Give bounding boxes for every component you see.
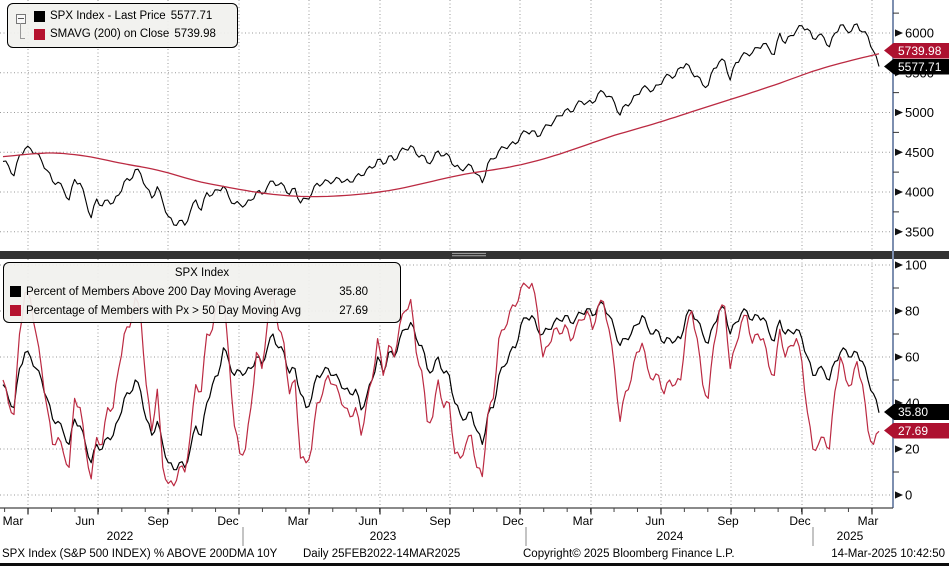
legend-top[interactable]: SPX Index - Last Price 5577.71 SMAVG (20… [7,3,238,48]
price-tag-last: 5577.71 [884,58,949,75]
x-tick-label: Jun [358,514,377,528]
y-tick-label: 100 [905,258,927,273]
axis-tick-arrow-icon [895,261,903,269]
panel-resize-handle[interactable] [452,249,486,260]
x-tick-label: Jun [645,514,664,528]
series-pct-above-50dma-line [2,282,880,487]
footer-date-range: Daily 25FEB2022-14MAR2025 [303,548,461,560]
axis-tick-arrow-icon [895,491,903,499]
y-tick-label: 0 [905,488,912,503]
x-tick-label: Jun [75,514,94,528]
series-swatch-red [34,28,45,40]
series-swatch-black [10,286,21,297]
y-tick-label: 80 [905,304,919,319]
axis-tick-arrow-icon [895,307,903,315]
legend-bottom[interactable]: SPX Index Percent of Members Above 200 D… [3,262,401,323]
y-tick-label: 60 [905,350,919,365]
y-tick-label: 6000 [905,26,934,41]
legend-label: Percentage of Members with Px > 50 Day M… [26,304,301,317]
panel-divider[interactable] [0,251,949,259]
tree-expander-icon[interactable] [16,14,28,40]
price-tag-smavg: 5739.98 [884,42,949,59]
year-label: 2023 [370,529,397,543]
legend-label: SMAVG (200) on Close [50,28,170,40]
footer-copyright: Copyright© 2025 Bloomberg Finance L.P. [523,548,735,560]
axis-tick-arrow-icon [895,108,903,117]
legend-item-last-price[interactable]: SPX Index - Last Price 5577.71 [34,7,233,25]
x-tick-label: Mar [288,514,309,528]
series-swatch-red [10,305,21,316]
x-tick-label: Dec [502,514,523,528]
series-swatch-black [34,10,45,22]
legend-title: SPX Index [174,267,230,279]
legend-item-pct-above-200dma[interactable]: Percent of Members Above 200 Day Moving … [10,282,394,301]
legend-label: SPX Index - Last Price [50,10,166,22]
axis-tick-arrow-icon [895,188,903,196]
x-tick-label: Dec [789,514,810,528]
x-tick-label: Dec [217,514,238,528]
screen-edge-artifact [0,563,949,566]
axis-tick-arrow-icon [895,148,903,156]
year-label: 2025 [837,529,864,543]
footer-security-description: SPX Index (S&P 500 INDEX) % ABOVE 200DMA… [2,548,278,560]
legend-item-pct-above-50dma[interactable]: Percentage of Members with Px > 50 Day M… [10,301,394,320]
legend-value: 27.69 [339,304,368,317]
legend-value: 35.80 [339,285,368,298]
series-spx-last-price-line [2,23,880,226]
y-tick-label: 5000 [905,105,934,120]
y-tick-label: 20 [905,442,919,457]
legend-item-smavg[interactable]: SMAVG (200) on Close 5739.98 [34,25,233,43]
value-tag-pct-200dma: 35.80 [884,404,949,420]
y-tick-label: 4500 [905,145,934,160]
axis-tick-arrow-icon [895,228,903,236]
y-tick-label: 4000 [905,185,934,200]
legend-value: 5577.71 [170,10,213,22]
tree-line [20,23,21,39]
year-label: 2022 [107,529,134,543]
x-tick-label: Sep [147,514,169,528]
x-tick-label: Mar [858,514,879,528]
footer: SPX Index (S&P 500 INDEX) % ABOVE 200DMA… [0,548,949,563]
x-tick-label: Sep [717,514,739,528]
axis-tick-arrow-icon [895,29,903,37]
tree-line-tick [20,38,25,39]
x-tick-label: Mar [3,514,24,528]
axis-tick-arrow-icon [895,445,903,453]
x-tick-label: Mar [573,514,594,528]
y-tick-label: 3500 [905,224,934,239]
axis-tick-arrow-icon [895,353,903,361]
collapse-box-icon[interactable] [16,14,26,24]
x-tick-label: Sep [429,514,451,528]
series-smavg-200-line [2,53,880,198]
footer-timestamp: 14-Mar-2025 10:42:50 [831,548,945,560]
year-label: 2024 [657,529,684,543]
series-pct-above-200dma-line [2,301,880,471]
legend-label: Percent of Members Above 200 Day Moving … [26,285,297,298]
legend-value: 5739.98 [174,28,216,40]
value-tag-pct-50dma: 27.69 [884,422,949,439]
